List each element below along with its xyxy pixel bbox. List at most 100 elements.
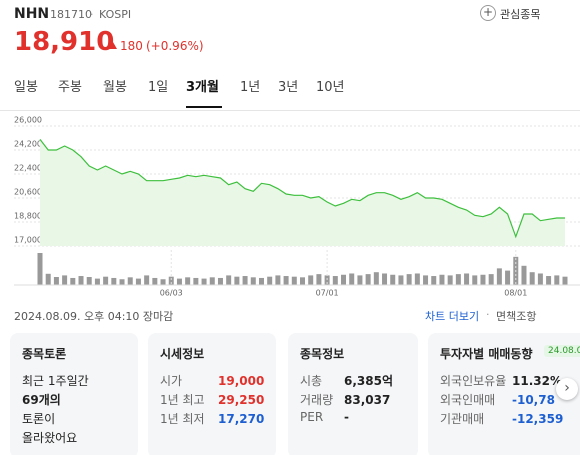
info-row: 시총 6,385억 [300, 372, 406, 391]
next-button[interactable]: › [556, 378, 578, 400]
volume-bar [168, 276, 174, 285]
change-pct: (+0.96%) [146, 39, 204, 53]
tab[interactable]: 일봉 [14, 80, 38, 95]
volume-bar [209, 277, 215, 285]
volume-bar [103, 276, 109, 285]
volume-bar [193, 277, 199, 285]
volume-bar [267, 276, 273, 285]
volume-bar [316, 274, 322, 285]
up-arrow [109, 42, 117, 49]
timestamp: 2024.08.09. 오후 04:10 장마감 [14, 310, 174, 323]
tab[interactable]: 1년 [240, 80, 261, 95]
volume-bar [357, 275, 363, 285]
volume-bar [472, 275, 478, 285]
info-row: 1년 최고 29,250 [160, 391, 264, 410]
card-title: 종목토론 [22, 347, 67, 361]
volume-bar [217, 277, 223, 285]
volume-bar [382, 273, 388, 285]
info-card[interactable]: 종목정보 시총 6,385억 거래량 83,037 PER - [288, 333, 418, 455]
volume-bar [70, 277, 76, 285]
info-card[interactable]: 투자자별 매매동향 24.08.09 외국인보유율 11.32% 외국인매매 -10,78… [428, 333, 580, 455]
volume-bar [283, 276, 289, 285]
volume-bar [53, 277, 59, 285]
row-label: PER [300, 410, 324, 424]
tab[interactable]: 월봉 [103, 80, 127, 95]
card-text: 69개의 [22, 393, 61, 407]
row-value: 11.32% [512, 374, 562, 388]
separator: · [486, 308, 490, 321]
info-card[interactable]: 종목토론 최근 1주일간 69개의 토론이 올라왔어요 [10, 333, 138, 455]
volume-bar [521, 265, 527, 285]
card-text: 최근 1주일간 [22, 374, 89, 388]
tab[interactable]: 주봉 [58, 80, 82, 95]
volume-bar [308, 275, 314, 285]
stock-code: 181710 [50, 8, 92, 21]
row-value: 17,270 [218, 412, 265, 426]
volume-bar [160, 279, 166, 285]
y-tick-label: 18,800 [14, 212, 42, 221]
tab[interactable]: 3개월 [186, 80, 219, 95]
volume-bar [439, 274, 445, 285]
date-badge: 24.08.09 [544, 345, 580, 357]
row-label: 1년 최저 [160, 412, 205, 426]
x-tick-label: 06/03 [160, 289, 183, 298]
line [39, 138, 565, 239]
volume-bar [414, 273, 420, 285]
x-tick-label: 07/01 [316, 289, 339, 298]
volume-bar [562, 276, 568, 285]
volume-bar [45, 273, 51, 285]
volume-bar [554, 275, 560, 285]
volume-bar [201, 278, 207, 285]
watch-button[interactable]: 관심종목 [500, 8, 541, 21]
info-row: 1년 최저 17,270 [160, 410, 264, 429]
volume-bar [275, 275, 281, 285]
volume-bar [505, 270, 511, 285]
watch-icon[interactable]: + [480, 5, 496, 21]
volume-bar [406, 274, 412, 285]
volume-bar [373, 272, 379, 285]
card-text: 토론이 [22, 412, 56, 426]
volume-bar [78, 276, 84, 285]
volume-bar [185, 277, 191, 285]
y-tick-label: 22,400 [14, 164, 42, 173]
price: 18,910 [14, 27, 115, 57]
y-tick-label: 17,000 [14, 236, 42, 245]
info-row: 기관매매 -12,359 [440, 410, 576, 429]
volume-bar [291, 276, 297, 285]
area [40, 139, 565, 246]
volume-bar [480, 274, 486, 285]
row-value: 29,250 [218, 393, 265, 407]
tab[interactable]: 10년 [316, 80, 345, 95]
volume-bar [341, 274, 347, 285]
volume-bar [250, 277, 256, 285]
volume-bar [300, 277, 305, 285]
volume-bar [144, 275, 150, 285]
volume-bar [258, 277, 264, 285]
card-title: 종목정보 [300, 347, 345, 361]
volume-bar [423, 275, 429, 285]
change: 180 [120, 39, 143, 53]
y-tick-label: 26,000 [14, 116, 42, 125]
divider [0, 110, 580, 111]
volume-bar [496, 268, 502, 285]
stock-name: NHN [14, 6, 50, 22]
tab[interactable]: 1일 [148, 80, 169, 95]
volume-bar [127, 277, 133, 285]
volume-bar [152, 277, 158, 285]
separator: · [90, 8, 94, 21]
row-value: 6,385억 [344, 374, 393, 388]
chart: 17,000 18,800 20,600 22,400 24,200 26,000 06/0… [14, 116, 580, 298]
disclaimer-link[interactable]: 면책조항 [496, 310, 537, 323]
volume-bar [119, 279, 125, 285]
row-value: -12,359 [512, 412, 564, 426]
volume-bar [324, 275, 330, 285]
tab[interactable]: 3년 [278, 80, 299, 95]
info-card[interactable]: 시세정보 시가 19,000 1년 최고 29,250 1년 최저 17,270 [148, 333, 276, 455]
tab-underline [186, 106, 222, 108]
volume-bar [332, 276, 338, 285]
info-row: 외국인보유율 11.32% [440, 372, 576, 391]
row-label: 외국인매매 [440, 393, 496, 407]
chart-more-link[interactable]: 차트 더보기 [425, 310, 480, 323]
y-tick-label: 20,600 [14, 188, 42, 197]
row-value: - [344, 410, 349, 424]
